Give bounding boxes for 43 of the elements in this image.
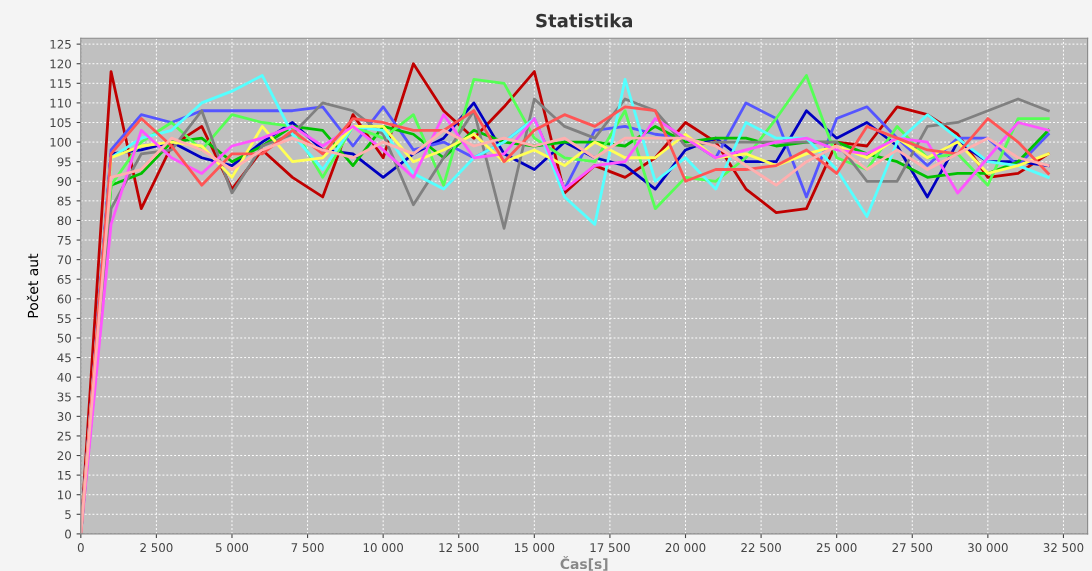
chart-title: Statistika <box>536 13 632 28</box>
y-axis-title: Počet aut <box>26 253 39 318</box>
x-tick-label: 20 000 <box>665 543 706 553</box>
y-tick-label: 80 <box>57 216 71 226</box>
y-tick-label: 85 <box>57 196 71 206</box>
y-tick-label: 30 <box>57 412 71 421</box>
x-tick-label: 7 500 <box>291 543 324 553</box>
y-tick-label: 5 <box>65 510 71 519</box>
y-tick-label: 125 <box>50 39 71 49</box>
y-tick-label: 60 <box>57 294 71 304</box>
x-tick-label: 5 000 <box>216 543 249 553</box>
x-tick-label: 27 500 <box>892 543 933 553</box>
y-tick-label: 120 <box>50 59 71 69</box>
y-tick-label: 55 <box>57 314 71 324</box>
x-tick-label: 17 500 <box>590 543 630 553</box>
y-tick-label: 75 <box>57 235 71 245</box>
x-tick-label: 15 000 <box>514 543 555 553</box>
y-tick-label: 110 <box>50 98 71 108</box>
y-tick-label: 90 <box>57 176 71 186</box>
x-tick-label: 32 500 <box>1043 543 1084 553</box>
y-tick-label: 100 <box>50 137 71 147</box>
y-tick-label: 0 <box>65 529 71 539</box>
y-tick-label: 50 <box>57 333 71 343</box>
y-tick-label: 15 <box>58 470 71 480</box>
y-tick-label: 35 <box>57 392 71 402</box>
x-tick-label: 25 000 <box>816 543 857 553</box>
x-tick-label: 12 500 <box>439 543 479 553</box>
y-tick-label: 25 <box>57 431 71 441</box>
x-tick-label: 22 500 <box>741 543 781 553</box>
y-tick-label: 20 <box>57 451 71 461</box>
y-tick-label: 65 <box>57 274 71 284</box>
x-tick-label: 30 000 <box>968 543 1008 553</box>
y-tick-label: 10 <box>58 490 71 500</box>
y-tick-label: 105 <box>50 118 71 128</box>
x-axis-title: Čas[s] <box>560 556 608 571</box>
y-tick-label: 40 <box>57 372 71 382</box>
x-tick-label: 10 000 <box>363 543 404 553</box>
y-tick-label: 115 <box>50 79 71 88</box>
y-tick-label: 45 <box>57 353 71 363</box>
y-tick-label: 95 <box>57 157 71 167</box>
y-tick-label: 70 <box>57 255 71 265</box>
x-tick-label: 0 <box>77 543 84 553</box>
x-tick-label: 2 500 <box>140 543 173 553</box>
